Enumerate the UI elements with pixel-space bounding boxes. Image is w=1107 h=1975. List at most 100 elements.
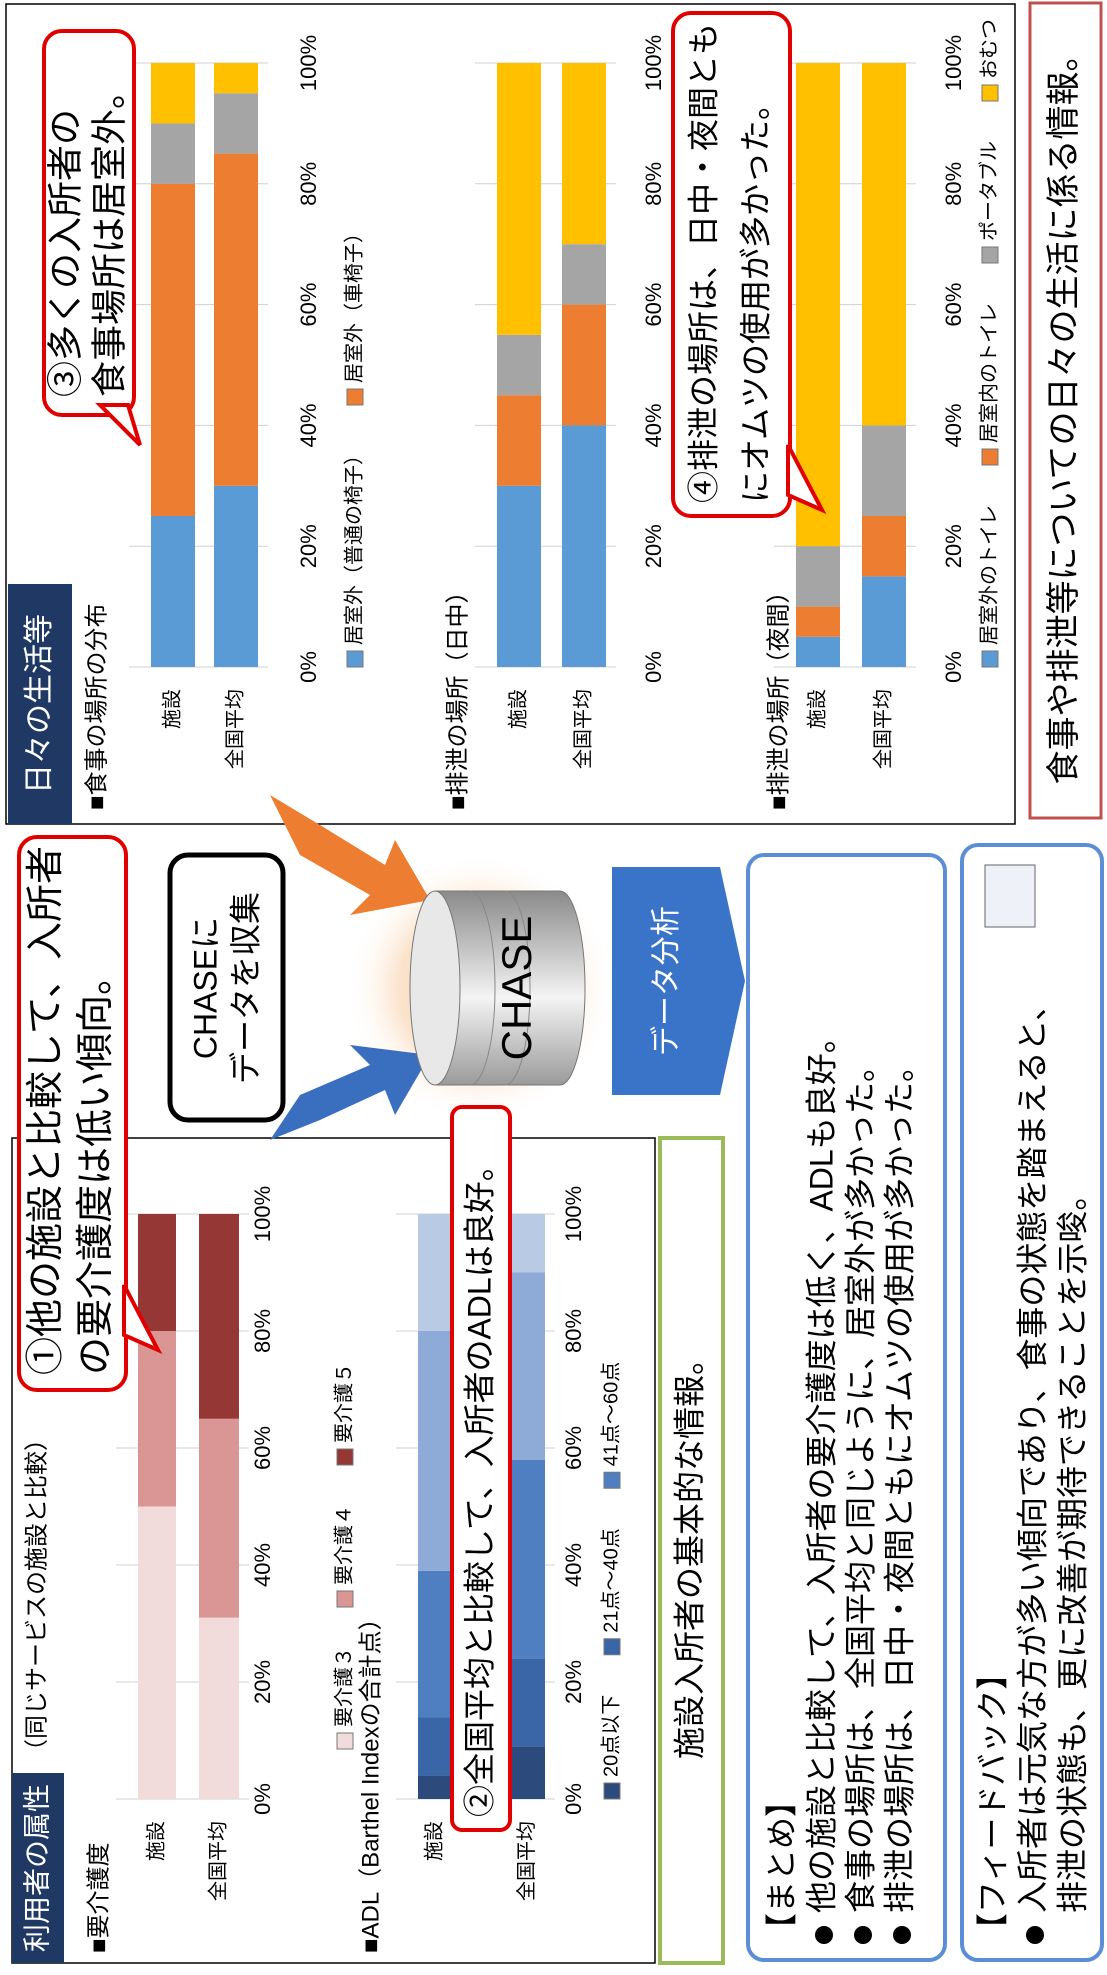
x-tick-label: 0% (941, 651, 966, 683)
bar-segment (138, 1331, 176, 1507)
bar-segment (418, 1331, 452, 1571)
bar-segment (138, 1214, 176, 1331)
bar-segment (510, 1658, 545, 1747)
legend-swatch (603, 1782, 621, 1800)
thumbnail (984, 864, 1036, 928)
feedback-box (960, 843, 1104, 1962)
chart-title: ■排泄の場所（夜間） (765, 580, 792, 811)
bar-segment (151, 63, 195, 124)
bullet (1026, 1926, 1044, 1944)
legend-swatch (981, 246, 999, 264)
feedback-title: 【フィードバック】 (974, 1658, 1010, 1945)
x-tick-label: 100% (250, 1186, 275, 1242)
callout-text: の要介護度は低い傾向。 (75, 957, 117, 1375)
bar-segment (151, 123, 195, 184)
x-tick-label: 60% (941, 283, 966, 327)
legend-swatch (346, 650, 364, 668)
chart-title: ■ADL（Barthel Indexの合計点） (357, 1606, 384, 1953)
callout-pointer (122, 1284, 163, 1355)
x-tick-label: 100% (941, 35, 966, 91)
category-label: 施設 (160, 689, 183, 729)
bar-segment (497, 334, 541, 396)
bar-segment (510, 1459, 545, 1659)
bar-segment (796, 636, 840, 667)
legend-swatch (336, 1590, 354, 1608)
database-top (409, 890, 461, 1086)
x-tick-label: 20% (296, 524, 321, 568)
x-tick-label: 60% (296, 283, 321, 327)
legend-label: 21点～40点 (599, 1528, 622, 1633)
legend-label: 要介護４ (332, 1505, 355, 1585)
basic-info-note: 施設入所者の基本的な情報。 (671, 1343, 707, 1759)
bar-segment (497, 395, 541, 486)
legend-label: 要介護３ (332, 1647, 355, 1727)
x-tick-label: 20% (250, 1660, 275, 1704)
bar-segment (199, 1418, 239, 1618)
bar-segment (497, 485, 541, 667)
bar-segment (138, 1506, 176, 1799)
arrow-orange (270, 795, 430, 915)
x-tick-label: 20% (561, 1660, 586, 1704)
category-label: 全国平均 (871, 689, 894, 769)
legend-swatch (346, 388, 364, 406)
x-tick-label: 40% (561, 1543, 586, 1587)
bar-segment (796, 62, 840, 547)
category-label: 施設 (422, 1821, 445, 1861)
summary-item: 食事の場所は、全国平均と同じように、居室外が多かった。 (842, 1050, 878, 1913)
bar-segment (214, 62, 258, 94)
bar-segment (418, 1570, 452, 1718)
left-title: 利用者の属性 (21, 1784, 52, 1952)
bar-segment (562, 62, 606, 245)
x-tick-label: 0% (641, 651, 666, 683)
bar-segment (214, 485, 258, 667)
feedback-line: 入所者は元気な方が多い傾向であり、食事の状態を踏まえると、 (1014, 989, 1050, 1913)
bar-segment (510, 1272, 545, 1460)
legend-swatch (981, 448, 999, 466)
x-tick-label: 80% (296, 162, 321, 206)
summary-item: 排泄の場所は、日中・夜間ともにオムツの使用が多かった。 (881, 1050, 917, 1913)
callout-text: ①他の施設と比較して、入所者 (25, 846, 67, 1375)
x-tick-label: 40% (296, 403, 321, 447)
bar-segment (151, 183, 195, 516)
legend-label: 20点以下 (599, 1695, 622, 1777)
callout-box (450, 1105, 512, 1832)
bar-segment (418, 1717, 452, 1776)
x-tick-label: 40% (250, 1543, 275, 1587)
category-label: 施設 (144, 1821, 167, 1861)
x-tick-label: 80% (561, 1309, 586, 1353)
legend-label: 居室内のトイレ (977, 303, 1000, 443)
left-header (12, 1773, 64, 1963)
collect-text: データを収集 (227, 892, 263, 1084)
x-tick-label: 20% (641, 524, 666, 568)
category-label: 全国平均 (515, 1821, 538, 1901)
x-tick-label: 80% (641, 162, 666, 206)
legend-swatch (603, 1471, 621, 1489)
database-ring (469, 890, 531, 1086)
callout-text: ②全国平均と比較して、入所者のADLは良好。 (461, 1149, 497, 1817)
daily-life-box (1028, 1, 1103, 820)
database-label: CHASE (493, 916, 540, 1061)
daily-life-note: 食事や排泄等についての日々の生活に係る情報。 (1045, 38, 1083, 785)
arrow-blue (270, 1045, 430, 1140)
chart-title: ■要介護度 (85, 1843, 112, 1954)
legend-label: 居室外（普通の椅子） (342, 445, 365, 645)
bar-segment (199, 1214, 239, 1419)
summary-box (746, 853, 947, 1962)
basic-info-box (658, 1136, 725, 1965)
legend-label: 41点～60点 (599, 1362, 622, 1467)
callout-pointer (786, 444, 827, 515)
feedback-line: 排泄の状態も、更に改善が期待できることを示唆。 (1054, 1179, 1090, 1913)
bar-segment (199, 1617, 239, 1799)
bullet (815, 1926, 833, 1944)
legend-swatch (981, 84, 999, 102)
legend-swatch (603, 1638, 621, 1656)
bar-segment (497, 63, 541, 335)
bullet (893, 1926, 911, 1944)
database-body (434, 890, 586, 1086)
right-header (8, 584, 72, 824)
legend-label: おむつ (978, 19, 1000, 79)
category-label: 施設 (805, 689, 828, 729)
x-tick-label: 20% (941, 524, 966, 568)
bar-segment (862, 63, 906, 426)
